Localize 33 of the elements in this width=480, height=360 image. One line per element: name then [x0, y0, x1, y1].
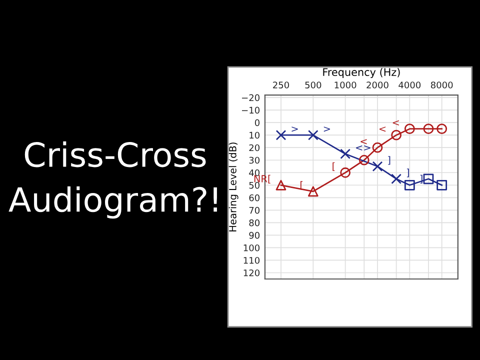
x-tick-label: 2000 [366, 82, 388, 88]
y-tick-label: 0 [254, 119, 260, 126]
annotation: < [360, 139, 367, 144]
y-tick-label: −20 [242, 94, 260, 102]
y-tick-label: 60 [249, 194, 260, 202]
y-tick-label: 30 [249, 156, 260, 164]
y-tick-label: 50 [249, 182, 260, 189]
y-axis-title: Hearing Level (dB) [228, 142, 238, 232]
x-tick-label: 250 [273, 82, 289, 88]
annotation: ] [406, 168, 409, 178]
x-tick-label: 8000 [430, 82, 453, 88]
y-tick-label: 110 [244, 256, 260, 264]
annotation: [ [332, 162, 335, 172]
x-tick-label: 4000 [398, 82, 421, 88]
y-tick-label: 100 [244, 244, 260, 252]
annotation: ] [388, 156, 390, 165]
annotation: > [292, 126, 298, 132]
y-tick-label: 120 [244, 269, 260, 276]
annotation: < [392, 120, 399, 126]
y-tick-label: −10 [242, 106, 260, 114]
y-tick-label: 20 [249, 144, 260, 152]
y-tick-label: 70 [249, 206, 260, 214]
x-axis-title: Frequency (Hz) [323, 68, 400, 78]
text: Criss-Cross Audiogram?! [8, 141, 217, 219]
y-tick-label: 90 [249, 232, 260, 239]
x-tick-label: 1000 [334, 82, 356, 88]
x-tick-label: 500 [305, 82, 322, 88]
y-tick-label: 40 [249, 169, 260, 176]
y-tick-label: 80 [249, 219, 260, 226]
y-tick-label: 10 [250, 132, 260, 139]
annotation: <> [356, 145, 370, 151]
annotation: > [324, 126, 330, 132]
annotation: < [379, 126, 386, 132]
